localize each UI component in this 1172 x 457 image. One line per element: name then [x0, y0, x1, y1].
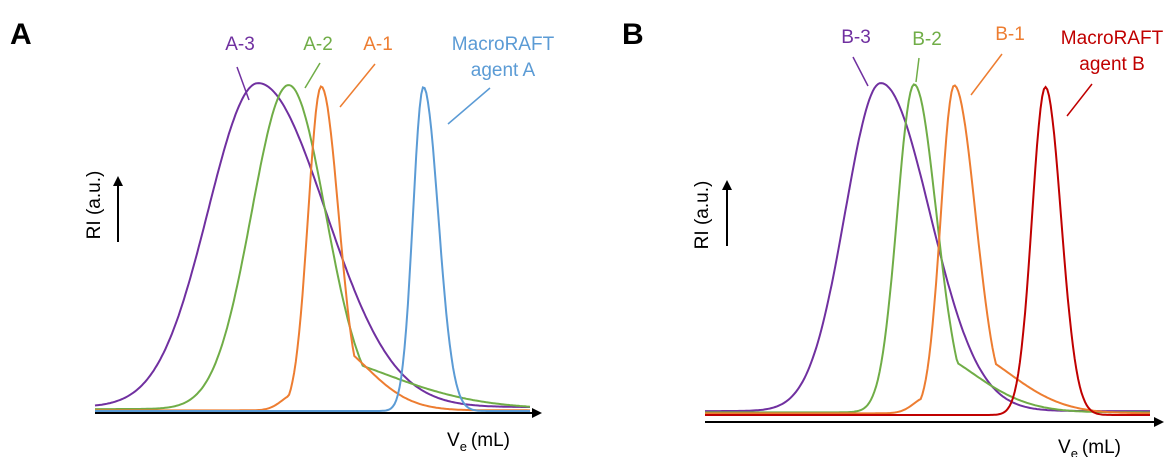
- panel-a-curves: [94, 82, 531, 412]
- label-b-3: B-3: [841, 27, 871, 87]
- leader-line-macroraft-b: [1066, 83, 1093, 117]
- leader-line-a-3: [236, 66, 250, 101]
- panel-letter-b: B: [622, 18, 644, 51]
- leader-line-a-1: [339, 63, 376, 108]
- leader-line-b-3: [852, 56, 869, 87]
- label-text-macroraft-a-line2: agent A: [471, 60, 536, 81]
- y-axis-label-a: RI (a.u.): [84, 171, 105, 240]
- label-text-macroraft-b-line2: agent B: [1079, 54, 1145, 75]
- label-b-1: B-1: [970, 24, 1025, 96]
- label-text-a-3: A-3: [225, 34, 255, 55]
- series-line-b-1: [705, 84, 1150, 415]
- series-line-macroraft-agent-b: [705, 85, 1150, 416]
- y-axis-label-b: RI (a.u.): [692, 181, 713, 250]
- x-axis-label-a: Ve (mL): [447, 430, 510, 454]
- label-text-b-3: B-3: [841, 27, 871, 48]
- label-text-b-2: B-2: [912, 29, 942, 50]
- label-text-macroraft-b-line1: MacroRAFT: [1061, 28, 1164, 49]
- series-line-macroraft-agent-a: [95, 86, 530, 412]
- panel-b: B Ve (mL) RI (a.u.) B-3 B-2 B-1 Ma: [622, 18, 1164, 457]
- label-b-2: B-2: [912, 29, 942, 83]
- label-a-2: A-2: [303, 34, 333, 89]
- label-text-b-1: B-1: [995, 24, 1025, 45]
- leader-line-b-1: [970, 53, 1003, 96]
- label-macroraft-agent-b: MacroRAFT agent B: [1061, 28, 1164, 117]
- label-macroraft-agent-a: MacroRAFT agent A: [447, 34, 555, 125]
- label-text-a-1: A-1: [363, 34, 393, 55]
- label-a-3: A-3: [225, 34, 255, 101]
- panel-b-curves: [705, 82, 1150, 416]
- panel-a: A Ve (mL) RI (a.u.) A-3 A-2 A-1 Ma: [10, 18, 555, 454]
- leader-line-macroraft-a: [447, 87, 491, 125]
- leader-line-b-2: [915, 57, 920, 83]
- panel-letter-a: A: [10, 18, 32, 51]
- label-text-a-2: A-2: [303, 34, 333, 55]
- x-axis-label-b: Ve (mL): [1058, 437, 1121, 457]
- leader-line-a-2: [304, 62, 321, 89]
- series-line-a-3: [94, 82, 530, 408]
- series-line-a-1: [95, 85, 530, 412]
- label-text-macroraft-a-line1: MacroRAFT: [452, 34, 555, 55]
- label-a-1: A-1: [339, 34, 393, 108]
